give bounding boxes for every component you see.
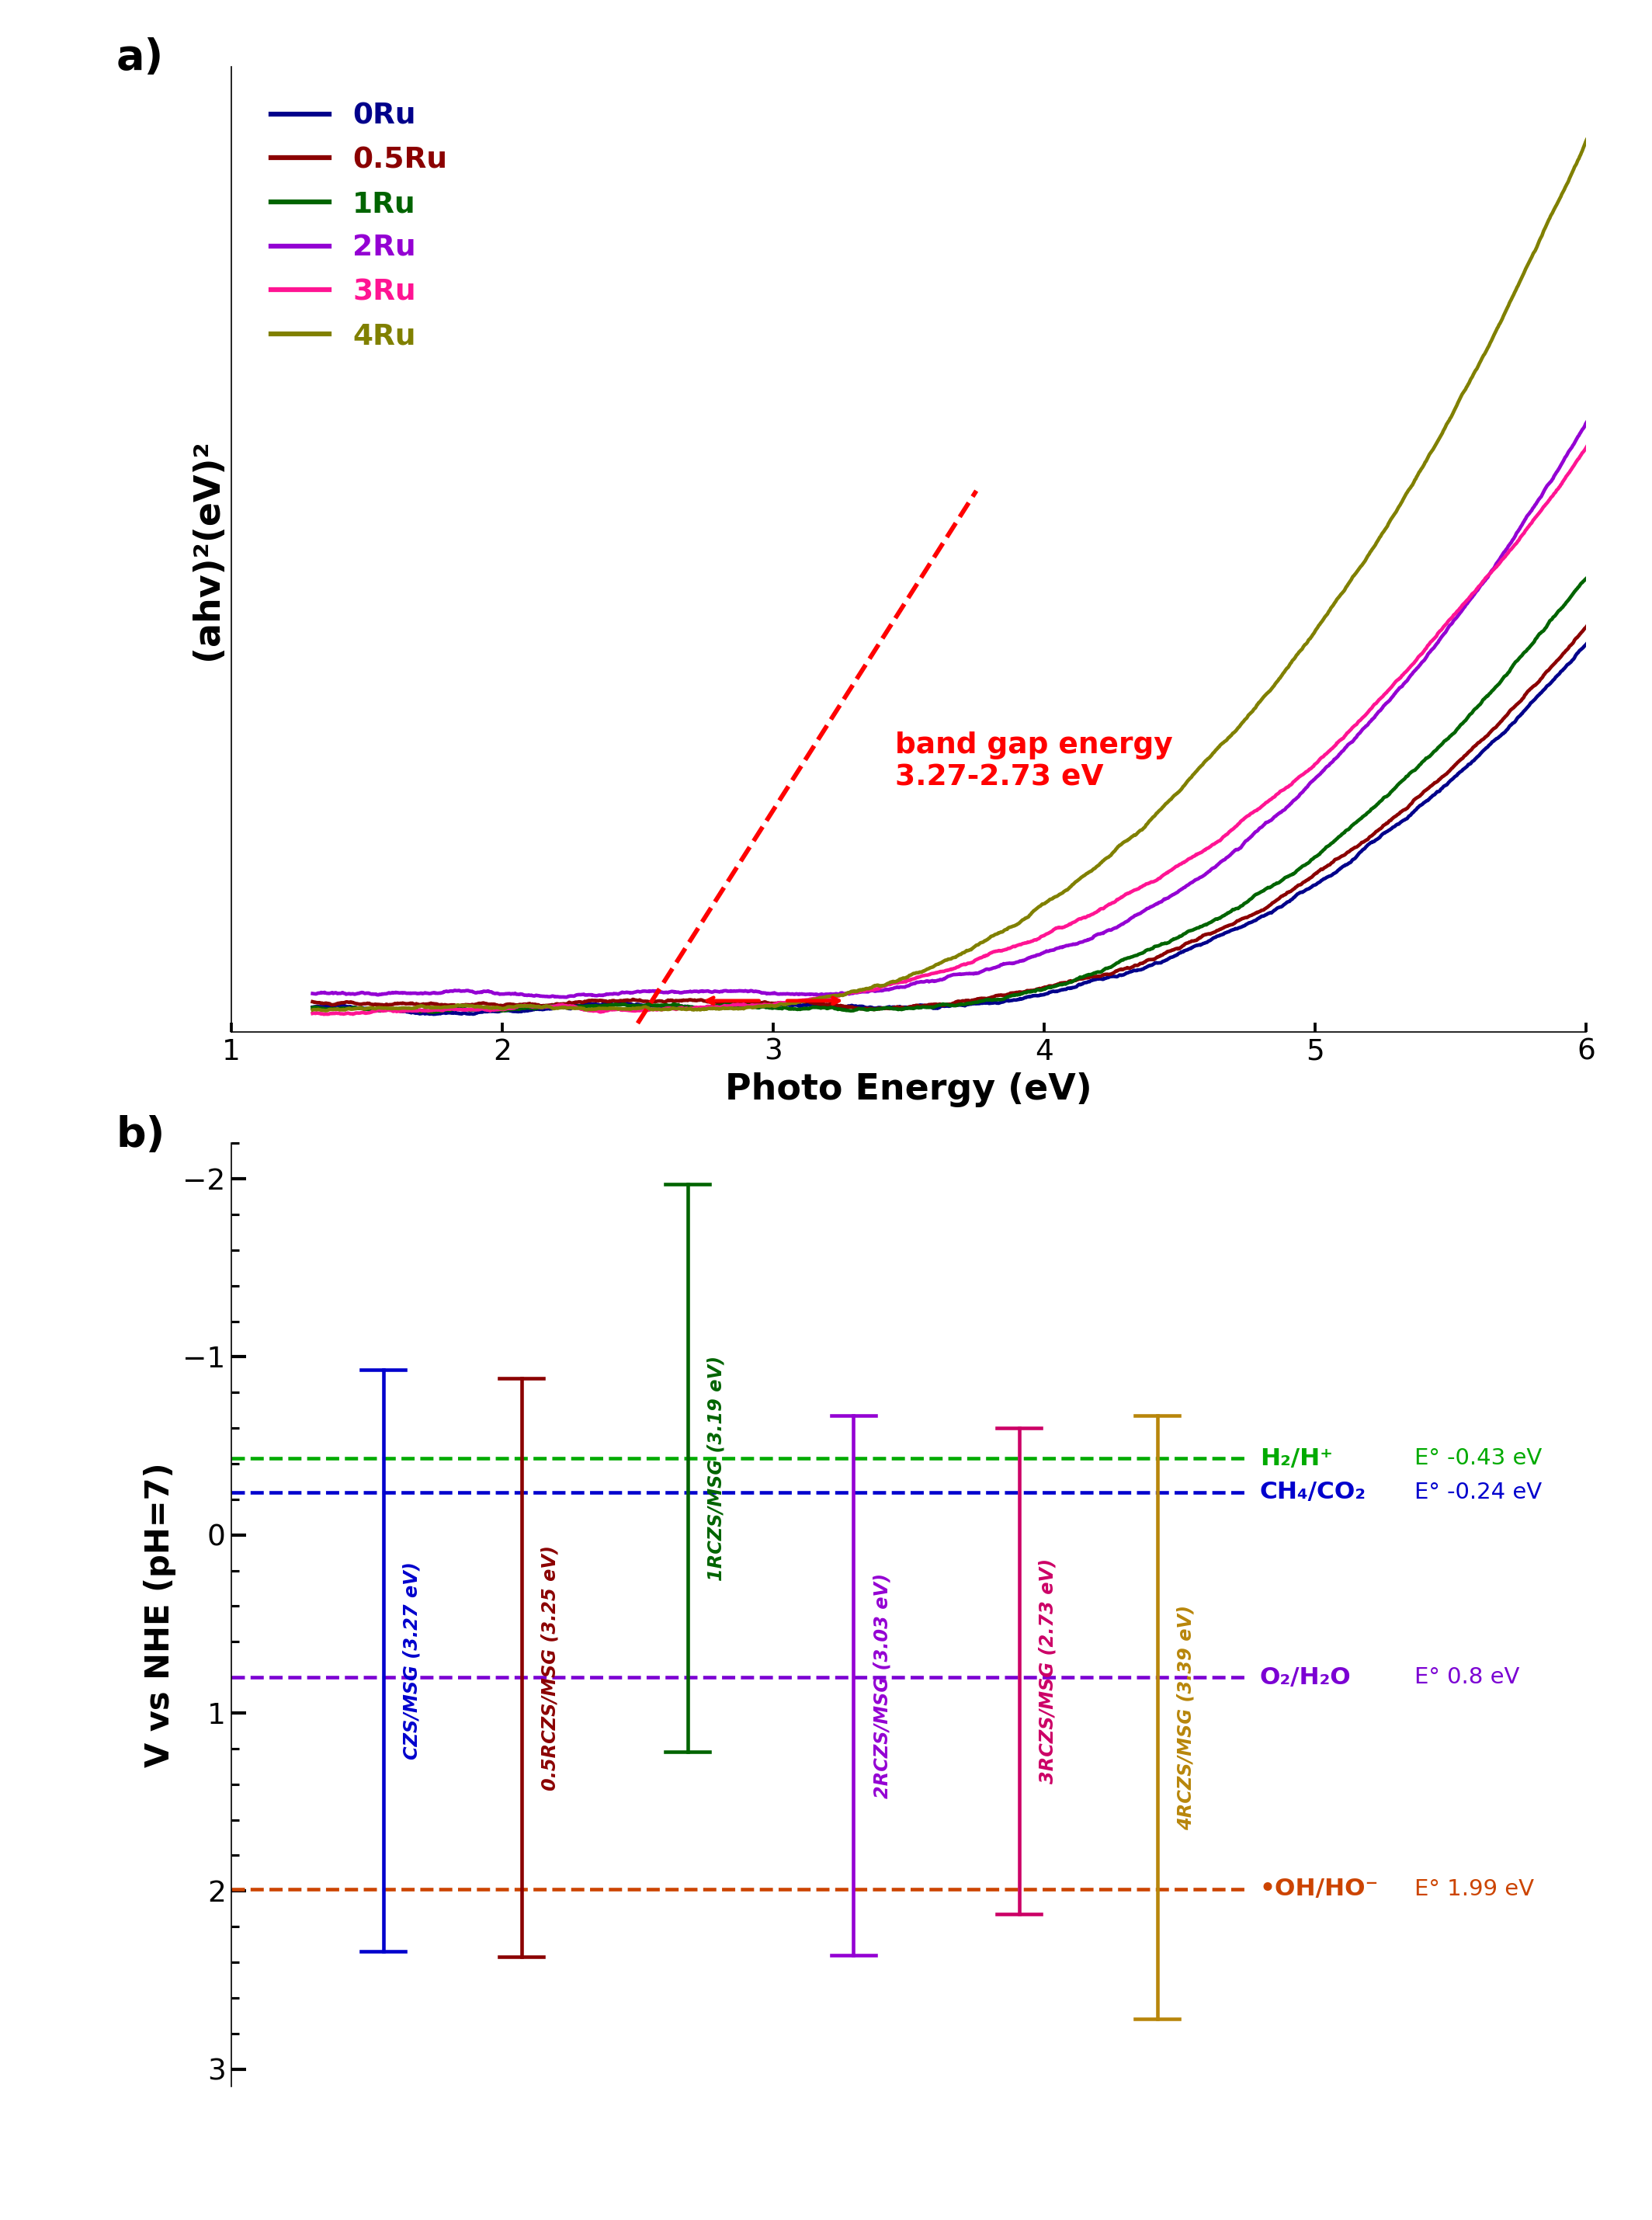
0.5Ru <box>401 990 421 1017</box>
Text: CH₄/CO₂: CH₄/CO₂ <box>1260 1481 1366 1503</box>
1Ru <box>421 999 441 1026</box>
3Ru <box>1589 415 1609 442</box>
1Ru <box>1036 975 1056 1001</box>
0Ru <box>401 999 421 1026</box>
1Ru <box>1589 551 1609 577</box>
3Ru <box>1036 921 1056 948</box>
Y-axis label: (ahv)²(eV)²: (ahv)²(eV)² <box>190 440 225 659</box>
Text: 2RCZS/MSG (3.03 eV): 2RCZS/MSG (3.03 eV) <box>872 1572 892 1798</box>
3Ru <box>849 979 869 1006</box>
0.5Ru <box>849 995 869 1021</box>
Line: 3Ru: 3Ru <box>312 428 1599 1015</box>
1Ru <box>849 995 869 1021</box>
2Ru <box>849 979 869 1006</box>
1Ru <box>899 995 919 1021</box>
3Ru <box>876 972 895 999</box>
1Ru <box>876 995 895 1021</box>
4Ru <box>849 977 869 1003</box>
2Ru <box>401 979 421 1006</box>
3Ru <box>302 999 322 1026</box>
2Ru <box>899 972 919 999</box>
Text: 3RCZS/MSG (2.73 eV): 3RCZS/MSG (2.73 eV) <box>1039 1558 1057 1783</box>
4Ru <box>403 995 423 1021</box>
Line: 2Ru: 2Ru <box>312 400 1599 997</box>
0Ru <box>456 999 476 1026</box>
0.5Ru <box>1589 595 1609 622</box>
Text: 1RCZS/MSG (3.19 eV): 1RCZS/MSG (3.19 eV) <box>707 1356 725 1581</box>
0Ru <box>899 995 919 1021</box>
Legend: 0Ru, 0.5Ru, 1Ru, 2Ru, 3Ru, 4Ru: 0Ru, 0.5Ru, 1Ru, 2Ru, 3Ru, 4Ru <box>259 91 459 362</box>
2Ru <box>1589 386 1609 413</box>
1Ru <box>401 997 421 1023</box>
Text: O₂/H₂O: O₂/H₂O <box>1260 1665 1351 1689</box>
0Ru <box>876 995 895 1021</box>
0Ru <box>302 995 322 1021</box>
0Ru <box>1589 615 1609 642</box>
4Ru <box>876 970 895 997</box>
0.5Ru <box>899 995 919 1021</box>
2Ru <box>557 983 577 1010</box>
Text: a): a) <box>116 38 164 78</box>
2Ru <box>454 977 474 1003</box>
Text: •OH/HO⁻: •OH/HO⁻ <box>1260 1878 1379 1900</box>
4Ru <box>1036 890 1056 917</box>
Text: band gap energy
3.27-2.73 eV: band gap energy 3.27-2.73 eV <box>895 730 1173 793</box>
0.5Ru <box>864 997 884 1023</box>
Text: H₂/H⁺: H₂/H⁺ <box>1260 1447 1333 1470</box>
Text: 0.5RCZS/MSG (3.25 eV): 0.5RCZS/MSG (3.25 eV) <box>540 1545 560 1789</box>
4Ru <box>899 961 919 988</box>
2Ru <box>876 977 895 1003</box>
0Ru <box>1036 981 1056 1008</box>
4Ru <box>1589 98 1609 124</box>
Line: 0.5Ru: 0.5Ru <box>312 608 1599 1010</box>
3Ru <box>314 1001 334 1028</box>
4Ru <box>302 997 322 1023</box>
Line: 0Ru: 0Ru <box>312 628 1599 1015</box>
Line: 1Ru: 1Ru <box>312 564 1599 1012</box>
0.5Ru <box>1036 975 1056 1001</box>
0.5Ru <box>876 995 895 1021</box>
3Ru <box>456 997 476 1023</box>
3Ru <box>899 968 919 995</box>
Text: E° -0.24 eV: E° -0.24 eV <box>1414 1481 1541 1503</box>
Text: 4RCZS/MSG (3.39 eV): 4RCZS/MSG (3.39 eV) <box>1176 1605 1196 1829</box>
1Ru <box>302 995 322 1021</box>
4Ru <box>316 997 335 1023</box>
0.5Ru <box>454 992 474 1019</box>
Text: CZS/MSG (3.27 eV): CZS/MSG (3.27 eV) <box>403 1561 421 1760</box>
Text: E° 1.99 eV: E° 1.99 eV <box>1414 1878 1535 1900</box>
0Ru <box>423 1001 443 1028</box>
Y-axis label: V vs NHE (pH=7): V vs NHE (pH=7) <box>144 1463 177 1767</box>
3Ru <box>403 997 423 1023</box>
Text: E° -0.43 eV: E° -0.43 eV <box>1414 1447 1541 1470</box>
0.5Ru <box>302 988 322 1015</box>
Line: 4Ru: 4Ru <box>312 111 1599 1010</box>
2Ru <box>1036 939 1056 966</box>
Text: b): b) <box>116 1114 165 1154</box>
X-axis label: Photo Energy (eV): Photo Energy (eV) <box>725 1072 1092 1108</box>
1Ru <box>456 995 476 1021</box>
Text: E° 0.8 eV: E° 0.8 eV <box>1414 1667 1520 1687</box>
4Ru <box>456 992 476 1019</box>
0Ru <box>849 992 869 1019</box>
2Ru <box>302 981 322 1008</box>
